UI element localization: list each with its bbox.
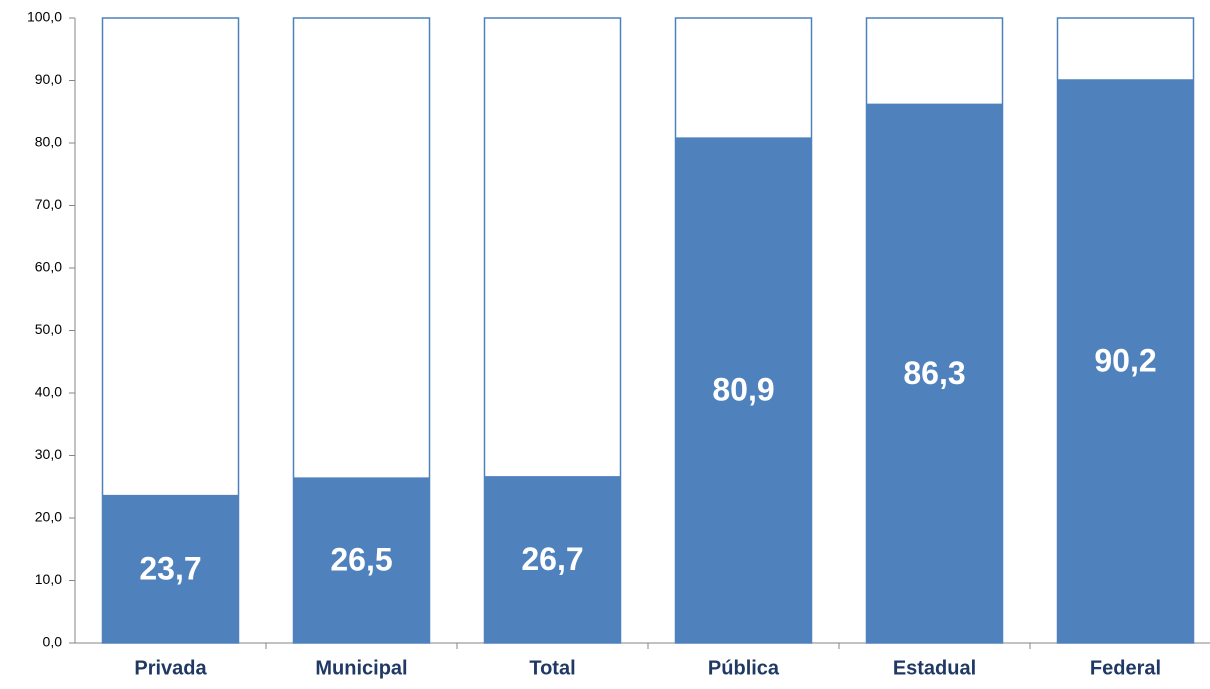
y-tick-label: 60,0	[35, 259, 62, 275]
bar	[675, 137, 812, 643]
y-tick-label: 20,0	[35, 509, 62, 525]
value-label: 90,2	[1094, 343, 1156, 379]
x-tick-label: Estadual	[893, 657, 976, 679]
bar	[293, 477, 430, 643]
x-tick-label: Pública	[708, 657, 780, 679]
y-tick-label: 70,0	[35, 196, 62, 212]
bar	[1057, 79, 1194, 643]
x-tick-label: Federal	[1090, 657, 1161, 679]
value-label: 26,7	[521, 541, 583, 577]
bar	[866, 103, 1003, 643]
y-tick-label: 0,0	[43, 634, 63, 650]
y-tick-label: 10,0	[35, 571, 62, 587]
value-label: 23,7	[139, 550, 201, 586]
x-tick-label: Total	[529, 657, 575, 679]
y-tick-label: 40,0	[35, 384, 62, 400]
x-tick-label: Privada	[134, 657, 207, 679]
y-tick-label: 30,0	[35, 446, 62, 462]
y-tick-label: 100,0	[27, 9, 62, 25]
y-tick-label: 50,0	[35, 321, 62, 337]
x-tick-label: Municipal	[315, 657, 407, 679]
value-label: 80,9	[712, 372, 774, 408]
bar	[102, 494, 239, 643]
value-label: 26,5	[330, 542, 392, 578]
y-tick-label: 80,0	[35, 134, 62, 150]
value-label: 86,3	[903, 355, 965, 391]
bar	[484, 476, 621, 643]
y-tick-label: 90,0	[35, 71, 62, 87]
